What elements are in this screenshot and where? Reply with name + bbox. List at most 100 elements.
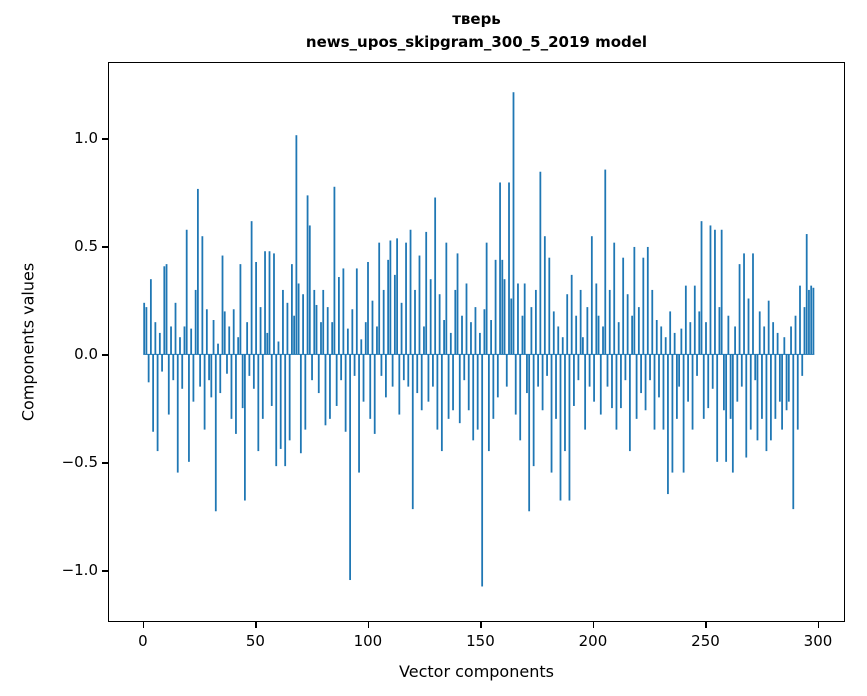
- bar: [228, 326, 231, 355]
- bar: [577, 354, 580, 381]
- bar: [765, 354, 768, 452]
- bar: [398, 354, 401, 415]
- bar: [752, 253, 754, 355]
- bar: [420, 354, 423, 411]
- bar: [456, 253, 459, 355]
- bar: [803, 307, 806, 355]
- bar: [275, 354, 278, 467]
- bar: [738, 264, 741, 355]
- bar: [649, 354, 651, 381]
- bar: [776, 332, 779, 355]
- bar: [172, 354, 175, 381]
- y-tick-label: 0.5: [74, 236, 98, 255]
- y-tick-mark: [102, 138, 108, 140]
- bar: [203, 354, 206, 430]
- bar: [230, 354, 233, 419]
- bar: [530, 307, 533, 355]
- bar: [407, 354, 410, 387]
- bar: [664, 337, 667, 355]
- bar: [297, 283, 300, 355]
- bar: [568, 354, 571, 501]
- bar: [532, 354, 535, 467]
- bar: [447, 354, 450, 419]
- bar: [436, 354, 439, 430]
- bar: [423, 326, 425, 355]
- bar: [774, 354, 777, 419]
- bar: [772, 322, 775, 355]
- bar: [143, 302, 146, 355]
- bar: [508, 182, 510, 355]
- bar: [221, 255, 224, 355]
- x-tick-label: 150: [466, 632, 495, 650]
- bar: [295, 135, 298, 355]
- bar: [678, 354, 681, 387]
- bar: [351, 309, 354, 355]
- bar: [235, 354, 237, 434]
- bar: [382, 289, 385, 355]
- bar: [284, 354, 287, 467]
- bar: [414, 289, 416, 355]
- chart-title: тверь news_upos_skipgram_300_5_2019 mode…: [108, 8, 845, 54]
- y-tick-label: −1.0: [61, 561, 98, 579]
- bar: [434, 197, 437, 355]
- bar: [801, 354, 804, 376]
- bar: [655, 320, 658, 355]
- bar: [205, 309, 208, 355]
- bar: [575, 315, 578, 355]
- bar: [747, 298, 750, 355]
- x-tick-mark: [480, 622, 482, 628]
- bar: [720, 229, 723, 355]
- bar: [790, 326, 792, 355]
- bar: [304, 354, 307, 430]
- bar: [154, 322, 157, 355]
- bar: [763, 326, 766, 355]
- bar: [602, 326, 604, 355]
- bar: [675, 354, 678, 419]
- bar: [188, 354, 190, 462]
- bar: [338, 277, 340, 355]
- bar: [270, 354, 273, 406]
- bar: [743, 253, 745, 355]
- bar: [194, 289, 197, 355]
- bar: [646, 246, 649, 355]
- bar: [306, 195, 309, 355]
- bar: [754, 354, 757, 381]
- x-tick-mark: [142, 622, 145, 628]
- bar: [212, 320, 215, 355]
- bar: [736, 354, 739, 402]
- bar: [787, 354, 790, 402]
- bar: [481, 354, 484, 587]
- bar: [696, 354, 698, 376]
- bar: [369, 354, 372, 419]
- bar: [494, 259, 497, 355]
- bar: [239, 264, 242, 355]
- bar: [237, 337, 240, 355]
- bar: [626, 294, 629, 355]
- bar: [812, 287, 815, 355]
- bar: [581, 337, 584, 355]
- bar: [559, 354, 562, 501]
- bar: [196, 188, 199, 355]
- bar: [223, 311, 226, 355]
- y-tick-mark: [102, 570, 108, 572]
- bar: [633, 246, 636, 355]
- bar: [387, 259, 390, 355]
- bar: [512, 92, 515, 355]
- bar: [550, 354, 553, 473]
- bar: [291, 264, 293, 355]
- bar: [745, 354, 748, 458]
- bar: [711, 354, 714, 389]
- bar: [564, 354, 566, 452]
- bar: [360, 339, 363, 355]
- bar: [340, 354, 343, 381]
- bar: [528, 354, 531, 512]
- bar: [595, 283, 598, 355]
- bar: [725, 354, 728, 462]
- bar: [346, 328, 349, 355]
- bar: [599, 354, 602, 415]
- bar: [731, 354, 734, 473]
- bar: [355, 268, 358, 355]
- bar: [476, 354, 479, 430]
- bar: [561, 337, 564, 355]
